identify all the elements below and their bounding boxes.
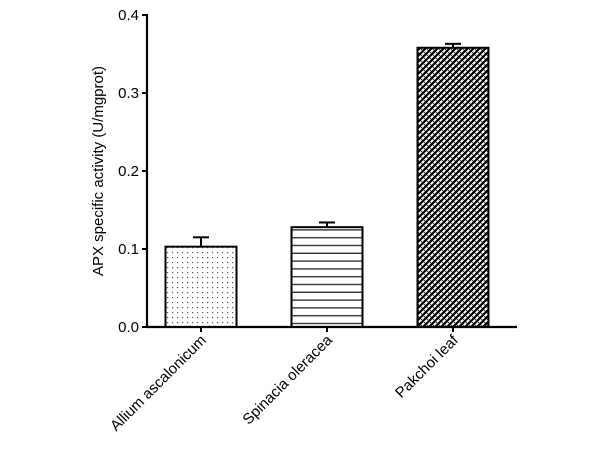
x-category-label: Spinacia oleracea	[239, 331, 336, 428]
y-tick-label: 0.3	[118, 85, 139, 102]
x-category-label: Pakchoi leaf	[392, 331, 462, 401]
bar-1	[290, 226, 364, 328]
y-tick-label: 0.4	[118, 7, 139, 24]
labels-group: 0.0 0.1 0.2 0.3 0.4 Allium ascalonicum Spinaci…	[90, 7, 462, 435]
x-category-label: Allium ascalonicum	[107, 332, 210, 435]
y-axis-title: APX specific activity (U/mgprot)	[90, 66, 107, 276]
bar-0	[164, 245, 238, 328]
axes-group	[142, 14, 517, 332]
y-tick-label: 0.2	[118, 163, 139, 180]
bar-2	[416, 46, 490, 328]
y-tick-label: 0.1	[118, 241, 139, 258]
y-tick-label: 0.0	[118, 319, 139, 336]
bars-group	[164, 42, 490, 328]
